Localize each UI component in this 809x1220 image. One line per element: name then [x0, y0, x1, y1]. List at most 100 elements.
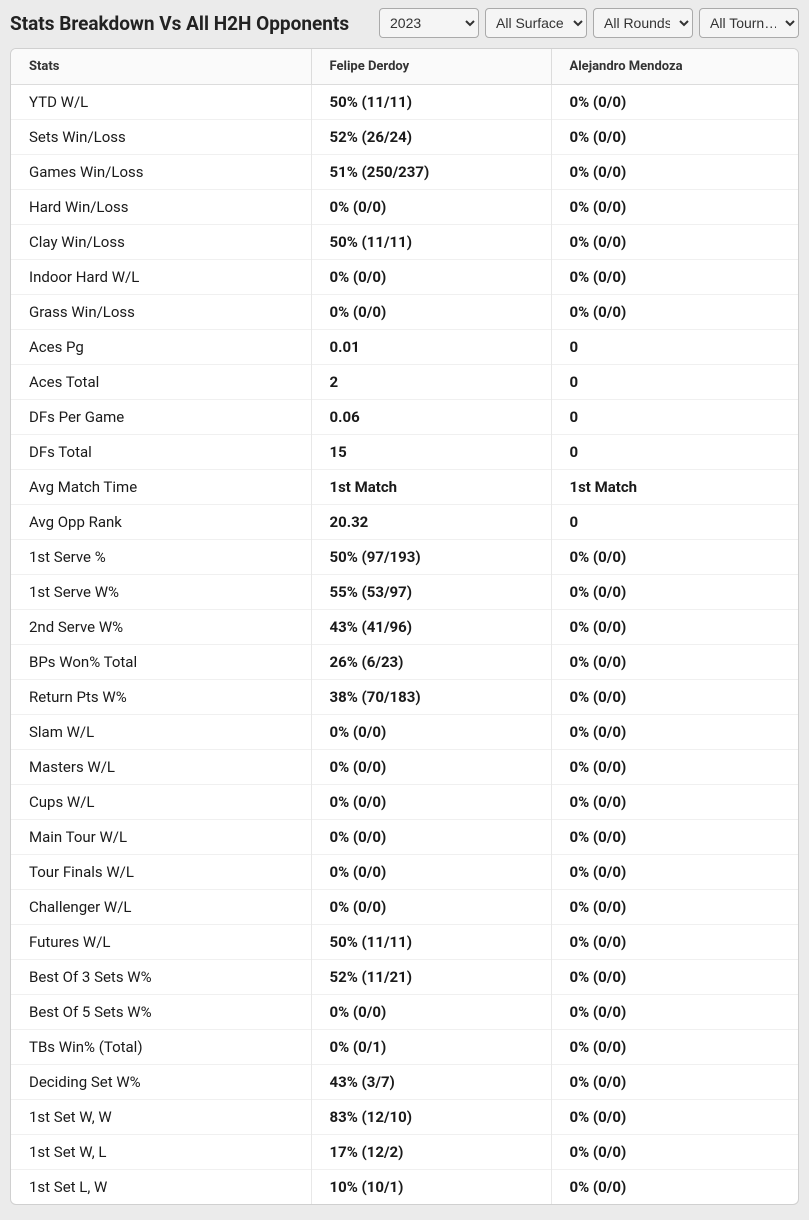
stat-value-player1: 0.06 [311, 400, 551, 435]
stat-label: Masters W/L [11, 750, 311, 785]
stat-value-player2: 0% (0/0) [551, 1135, 798, 1170]
table-row: Masters W/L0% (0/0)0% (0/0) [11, 750, 798, 785]
stat-value-player2: 0 [551, 330, 798, 365]
stat-label: Return Pts W% [11, 680, 311, 715]
stat-value-player2: 0% (0/0) [551, 120, 798, 155]
stat-label: 2nd Serve W% [11, 610, 311, 645]
stat-value-player2: 0 [551, 505, 798, 540]
stat-value-player2: 0% (0/0) [551, 295, 798, 330]
stat-value-player2: 0% (0/0) [551, 680, 798, 715]
stat-value-player2: 0 [551, 435, 798, 470]
table-row: 1st Serve %50% (97/193)0% (0/0) [11, 540, 798, 575]
stat-value-player2: 0 [551, 365, 798, 400]
stat-label: YTD W/L [11, 85, 311, 120]
stat-value-player2: 0% (0/0) [551, 610, 798, 645]
stat-value-player1: 0% (0/0) [311, 750, 551, 785]
stats-table-wrapper: Stats Felipe Derdoy Alejandro Mendoza YT… [10, 48, 799, 1205]
stat-label: Deciding Set W% [11, 1065, 311, 1100]
year-select[interactable]: 2023 [379, 8, 479, 38]
stat-label: Avg Match Time [11, 470, 311, 505]
stat-label: Indoor Hard W/L [11, 260, 311, 295]
stat-value-player2: 0% (0/0) [551, 820, 798, 855]
stat-label: Slam W/L [11, 715, 311, 750]
stat-value-player1: 55% (53/97) [311, 575, 551, 610]
stat-value-player2: 0% (0/0) [551, 1100, 798, 1135]
stat-label: 1st Serve % [11, 540, 311, 575]
stat-value-player1: 83% (12/10) [311, 1100, 551, 1135]
stat-value-player2: 0% (0/0) [551, 260, 798, 295]
stat-label: 1st Set W, W [11, 1100, 311, 1135]
stat-value-player1: 43% (3/7) [311, 1065, 551, 1100]
stat-value-player1: 52% (26/24) [311, 120, 551, 155]
stat-label: Cups W/L [11, 785, 311, 820]
table-row: DFs Total150 [11, 435, 798, 470]
stat-value-player2: 0% (0/0) [551, 855, 798, 890]
table-row: 1st Set L, W10% (10/1)0% (0/0) [11, 1170, 798, 1205]
stat-label: 1st Set W, L [11, 1135, 311, 1170]
stat-label: Challenger W/L [11, 890, 311, 925]
table-row: Slam W/L0% (0/0)0% (0/0) [11, 715, 798, 750]
stat-label: TBs Win% (Total) [11, 1030, 311, 1065]
stat-value-player1: 20.32 [311, 505, 551, 540]
stat-value-player1: 17% (12/2) [311, 1135, 551, 1170]
table-row: Challenger W/L0% (0/0)0% (0/0) [11, 890, 798, 925]
stat-value-player2: 0% (0/0) [551, 925, 798, 960]
stat-label: DFs Per Game [11, 400, 311, 435]
filters: 2023 All Surfaces All Rounds All Tourn… [379, 8, 799, 38]
stat-value-player1: 0.01 [311, 330, 551, 365]
table-head: Stats Felipe Derdoy Alejandro Mendoza [11, 49, 798, 85]
table-row: 1st Set W, W83% (12/10)0% (0/0) [11, 1100, 798, 1135]
stat-value-player1: 0% (0/0) [311, 785, 551, 820]
table-row: Futures W/L50% (11/11)0% (0/0) [11, 925, 798, 960]
stat-label: 1st Serve W% [11, 575, 311, 610]
stat-value-player2: 0% (0/0) [551, 890, 798, 925]
stat-value-player1: 43% (41/96) [311, 610, 551, 645]
table-row: 1st Set W, L17% (12/2)0% (0/0) [11, 1135, 798, 1170]
stat-value-player1: 50% (11/11) [311, 225, 551, 260]
table-row: Avg Match Time1st Match1st Match [11, 470, 798, 505]
table-row: Aces Pg0.010 [11, 330, 798, 365]
table-row: YTD W/L50% (11/11)0% (0/0) [11, 85, 798, 120]
stat-value-player1: 50% (97/193) [311, 540, 551, 575]
surface-select[interactable]: All Surfaces [485, 8, 587, 38]
header: Stats Breakdown Vs All H2H Opponents 202… [0, 0, 809, 46]
stat-value-player2: 0% (0/0) [551, 750, 798, 785]
table-row: Indoor Hard W/L0% (0/0)0% (0/0) [11, 260, 798, 295]
stat-label: Futures W/L [11, 925, 311, 960]
table-row: Best Of 5 Sets W%0% (0/0)0% (0/0) [11, 995, 798, 1030]
table-row: BPs Won% Total26% (6/23)0% (0/0) [11, 645, 798, 680]
stat-label: Avg Opp Rank [11, 505, 311, 540]
stat-value-player2: 0% (0/0) [551, 785, 798, 820]
stat-label: 1st Set L, W [11, 1170, 311, 1205]
stat-value-player1: 15 [311, 435, 551, 470]
stat-value-player2: 0% (0/0) [551, 85, 798, 120]
stat-value-player1: 2 [311, 365, 551, 400]
stat-value-player1: 51% (250/237) [311, 155, 551, 190]
stat-value-player1: 0% (0/0) [311, 190, 551, 225]
stat-value-player2: 0% (0/0) [551, 645, 798, 680]
stat-value-player2: 0% (0/0) [551, 995, 798, 1030]
col-stats: Stats [11, 49, 311, 85]
table-row: 2nd Serve W%43% (41/96)0% (0/0) [11, 610, 798, 645]
stat-value-player2: 0% (0/0) [551, 715, 798, 750]
stats-table: Stats Felipe Derdoy Alejandro Mendoza YT… [11, 49, 798, 1204]
stat-value-player1: 26% (6/23) [311, 645, 551, 680]
stat-value-player2: 0 [551, 400, 798, 435]
stat-value-player2: 0% (0/0) [551, 1030, 798, 1065]
stat-value-player1: 0% (0/0) [311, 890, 551, 925]
stat-value-player1: 1st Match [311, 470, 551, 505]
stat-value-player2: 0% (0/0) [551, 960, 798, 995]
col-player1: Felipe Derdoy [311, 49, 551, 85]
table-row: Avg Opp Rank20.320 [11, 505, 798, 540]
stat-label: Best Of 5 Sets W% [11, 995, 311, 1030]
tourn-select[interactable]: All Tourn… [699, 8, 799, 38]
round-select[interactable]: All Rounds [593, 8, 693, 38]
stat-value-player1: 0% (0/1) [311, 1030, 551, 1065]
stat-label: Aces Total [11, 365, 311, 400]
stat-label: Aces Pg [11, 330, 311, 365]
table-row: TBs Win% (Total)0% (0/1)0% (0/0) [11, 1030, 798, 1065]
stat-value-player1: 0% (0/0) [311, 995, 551, 1030]
stat-value-player1: 0% (0/0) [311, 715, 551, 750]
col-player2: Alejandro Mendoza [551, 49, 798, 85]
table-row: Return Pts W%38% (70/183)0% (0/0) [11, 680, 798, 715]
